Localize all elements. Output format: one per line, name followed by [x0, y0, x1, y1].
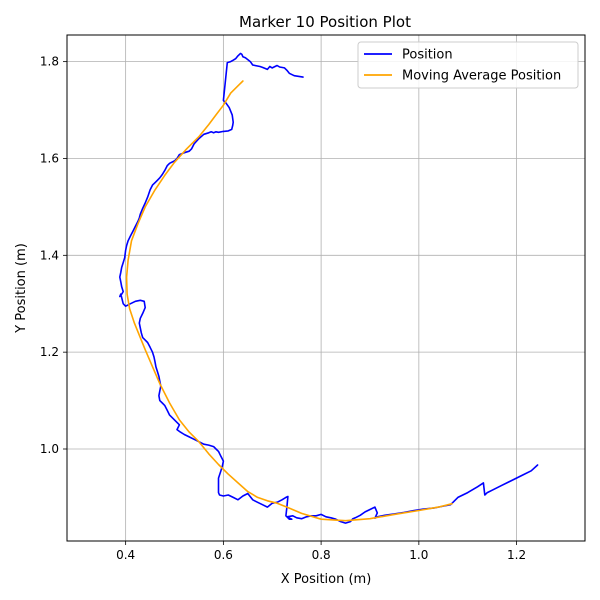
x-tick-label: 1.2 [507, 548, 526, 562]
y-tick-label: 1.6 [40, 151, 59, 165]
x-tick-label: 0.4 [116, 548, 135, 562]
x-tick-label: 0.6 [214, 548, 233, 562]
y-tick-label: 1.0 [40, 442, 59, 456]
plot-area-frame [66, 34, 586, 542]
y-axis-label: Y Position (m) [14, 243, 29, 334]
series-layer [119, 52, 539, 524]
legend-box [357, 41, 579, 89]
series-line-moving-average [125, 80, 453, 522]
y-tick-label: 1.4 [40, 248, 59, 262]
legend: Position Moving Average Position [357, 41, 579, 89]
x-tick-label: 0.8 [312, 548, 331, 562]
x-axis-label: X Position (m) [281, 572, 372, 587]
legend-label: Position [402, 48, 453, 63]
y-tick-label: 1.2 [40, 345, 59, 359]
chart-title: Marker 10 Position Plot [239, 13, 411, 31]
axis-ticks: 0.4 0.6 0.8 1.0 1.2 1.0 1.2 1.4 1.6 1.8 [40, 55, 526, 562]
x-tick-label: 1.0 [409, 548, 428, 562]
y-tick-label: 1.8 [40, 55, 59, 69]
legend-label: Moving Average Position [402, 69, 561, 84]
